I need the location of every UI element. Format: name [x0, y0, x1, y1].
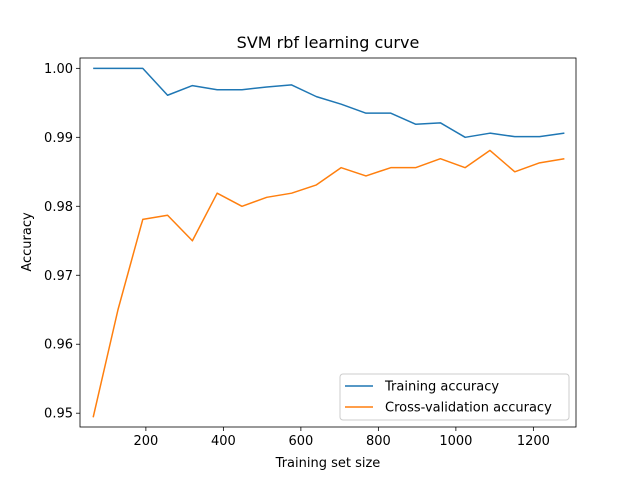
y-tick-label: 0.96 — [44, 338, 73, 353]
x-axis: 200 400 600 800 1000 1200 — [133, 427, 550, 449]
series-line-cross-validation — [92, 149, 565, 418]
chart-title: SVM rbf learning curve — [237, 33, 420, 52]
y-tick-label: 0.98 — [44, 200, 73, 215]
x-tick-label: 200 — [133, 434, 158, 449]
plot-area — [79, 57, 577, 428]
x-tick-label: 800 — [366, 434, 391, 449]
x-tick-label: 1000 — [439, 434, 472, 449]
y-tick-label: 0.99 — [44, 131, 73, 146]
x-tick-label: 600 — [288, 434, 313, 449]
x-tick-label: 400 — [211, 434, 236, 449]
x-tick-label: 1200 — [517, 434, 550, 449]
y-tick-label: 0.95 — [44, 407, 73, 422]
y-tick-label: 1.00 — [44, 62, 73, 77]
x-axis-label: Training set size — [275, 456, 381, 471]
y-tick-label: 0.97 — [44, 269, 73, 284]
series-line-training — [93, 67, 565, 139]
y-axis-label: Accuracy — [20, 212, 35, 272]
legend-label: Training accuracy — [384, 380, 499, 395]
axes-frame — [79, 57, 577, 428]
legend: Training accuracy Cross-validation accura… — [339, 373, 570, 421]
series-lines — [92, 67, 565, 418]
y-axis: 0.95 0.96 0.97 0.98 0.99 1.00 — [44, 62, 80, 422]
legend-box — [339, 373, 570, 421]
legend-label: Cross-validation accuracy — [385, 401, 552, 416]
